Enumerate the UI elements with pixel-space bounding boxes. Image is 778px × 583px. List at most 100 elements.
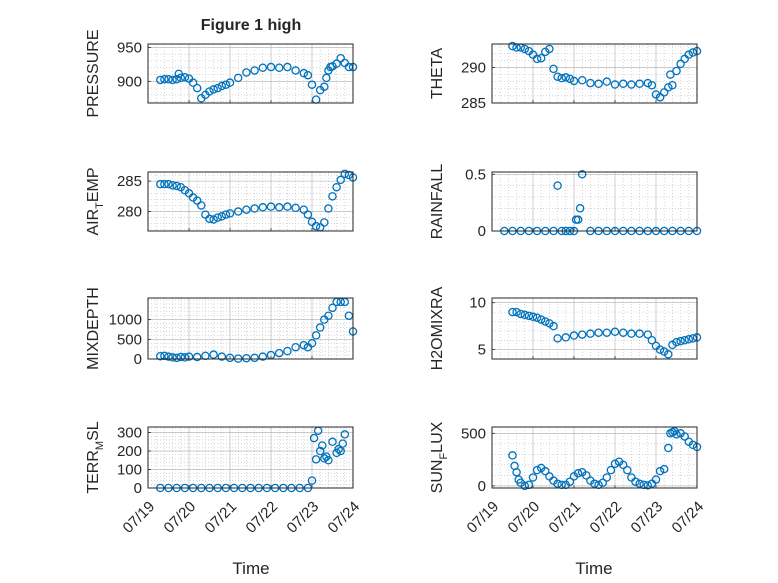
data-point [291, 203, 300, 213]
data-point [618, 79, 628, 89]
y-axis-label: THETA [429, 48, 446, 100]
data-point [623, 465, 632, 475]
data-point [602, 328, 612, 337]
data-point [573, 469, 583, 478]
data-point [561, 333, 571, 342]
x-tick-label: 07/20 [161, 498, 200, 537]
data-point [602, 473, 612, 482]
data-point [283, 62, 292, 72]
data-point [520, 44, 530, 54]
data-point [192, 352, 202, 362]
y-tick-label: 500 [461, 425, 486, 442]
data-point [508, 41, 517, 51]
data-point [606, 465, 616, 475]
data-point [532, 313, 542, 322]
data-point [655, 466, 665, 476]
data-point [549, 64, 558, 74]
axes-frame [491, 43, 698, 104]
y-tick-label: 0 [134, 480, 142, 497]
axes-frame [491, 297, 698, 360]
data-point [209, 215, 218, 224]
data-point [553, 72, 562, 81]
data-point [172, 75, 181, 84]
data-point [156, 75, 165, 85]
axes-frame [491, 426, 698, 489]
data-point [618, 328, 628, 337]
data-point [328, 192, 337, 201]
data-point [627, 329, 636, 338]
data-point [315, 446, 325, 456]
data-point [541, 466, 550, 476]
data-point [315, 323, 325, 332]
plot-area [492, 298, 697, 359]
data-point [209, 350, 218, 359]
subplot-4: 0 500 1000 MIXDEPTH [85, 287, 358, 370]
y-axis-label: MIXDEPTH [85, 287, 102, 370]
data-point [192, 83, 202, 93]
data-point [209, 85, 218, 94]
data-point [655, 345, 665, 354]
data-point [516, 309, 525, 319]
data-point [250, 204, 259, 213]
axes-frame [147, 171, 354, 232]
x-tick-label: 07/20 [505, 498, 544, 537]
data-point [274, 63, 284, 72]
data-point [320, 82, 329, 91]
data-point [680, 432, 689, 441]
data-point [233, 207, 243, 216]
data-point [672, 430, 681, 439]
subplot-3: 0 0.5 RAINFALL [429, 164, 702, 240]
data-point [536, 53, 546, 63]
data-point [647, 80, 657, 90]
data-point [590, 479, 599, 489]
data-point [317, 441, 327, 450]
data-point [577, 170, 587, 179]
subplot-2: 280 285 AIRTEMP [85, 167, 358, 236]
data-point [197, 201, 206, 210]
x-tick-label: 07/23 [628, 498, 667, 537]
data-point [659, 88, 669, 97]
data-point [651, 475, 661, 484]
data-point [680, 335, 689, 345]
data-point [668, 80, 677, 90]
data-point [221, 80, 231, 89]
data-point [176, 352, 186, 362]
data-point [311, 455, 321, 464]
axes-frame [147, 297, 354, 360]
data-point [508, 307, 517, 317]
data-point [524, 311, 534, 321]
data-point [664, 443, 673, 453]
data-point [643, 481, 653, 490]
data-point [508, 451, 517, 460]
subplot-0: 900 950 PRESSURE [85, 29, 358, 118]
data-point [299, 68, 309, 78]
data-point [512, 467, 521, 477]
data-point [577, 330, 587, 339]
data-point [664, 350, 673, 359]
y-tick-label: 290 [461, 59, 486, 76]
data-point [338, 439, 347, 448]
data-point [180, 72, 190, 82]
y-tick-label: 280 [117, 204, 142, 221]
data-point [565, 477, 575, 486]
data-point [553, 334, 562, 343]
data-point [168, 181, 177, 190]
data-point [213, 83, 222, 93]
data-point [184, 352, 194, 361]
y-axis-label: TERRMSL [85, 421, 106, 493]
y-tick-label: 300 [117, 425, 142, 442]
plot-area [492, 427, 697, 488]
data-point [334, 444, 343, 454]
x-axis-label-left: Time [232, 559, 269, 578]
data-point [618, 460, 628, 470]
figure-title: Figure 1 high [201, 17, 301, 34]
data-point [340, 430, 350, 439]
data-point [299, 205, 309, 214]
x-tick-label: 07/23 [284, 498, 323, 537]
data-point [242, 205, 251, 214]
x-tick-label: 07/22 [243, 498, 282, 537]
data-point [610, 459, 620, 469]
data-point [225, 353, 235, 363]
